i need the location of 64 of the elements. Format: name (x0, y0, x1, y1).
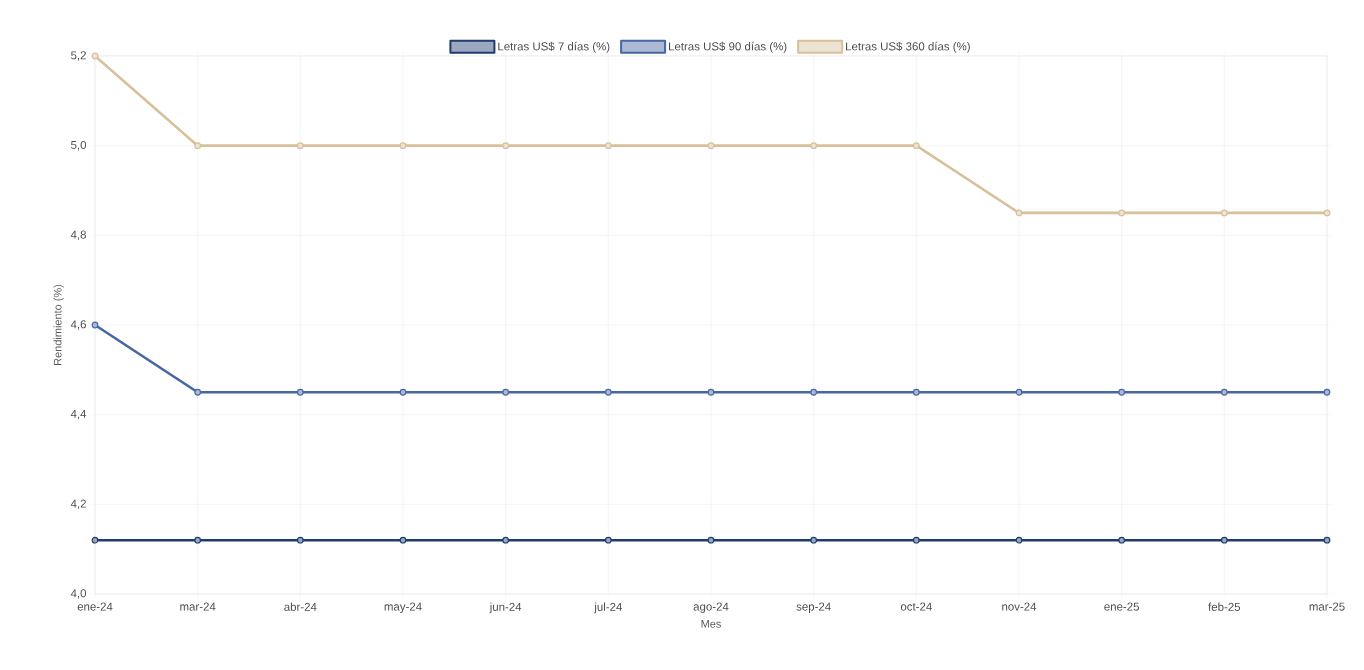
y-tick-label: 5,0 (71, 140, 87, 151)
point (1323, 388, 1331, 396)
point (194, 536, 202, 544)
point (502, 142, 510, 150)
legend-label: Letras US$ 7 días (%) (498, 41, 610, 53)
point (1015, 209, 1023, 217)
y-axis-title: Rendimiento (%) (53, 284, 64, 365)
point (1015, 536, 1023, 544)
point (1220, 536, 1228, 544)
x-tick-label: jun-24 (489, 602, 522, 614)
x-tick-label: oct-24 (900, 602, 932, 611)
point (1323, 209, 1331, 217)
x-tick-label: ene-25 (1104, 602, 1140, 611)
point (1220, 209, 1228, 217)
x-tick-label: mar-24 (180, 602, 216, 611)
y-tick-label: 4,4 (70, 410, 87, 420)
point (91, 536, 99, 544)
point (604, 142, 612, 150)
y-tick-label: 4,8 (70, 230, 86, 241)
y-tick-label: 4,6 (70, 320, 86, 330)
point (91, 52, 99, 60)
point (707, 142, 715, 150)
point (1118, 209, 1126, 217)
point (1015, 388, 1023, 396)
point (810, 388, 818, 396)
point (399, 536, 407, 544)
x-tick-label: ene-24 (77, 602, 113, 611)
x-tick-label: abr-24 (284, 602, 317, 611)
point (194, 142, 202, 150)
legend-label: Letras US$ 90 días (%) (669, 41, 787, 53)
y-tick-label: 5,2 (71, 51, 86, 61)
x-tick-label: jul-24 (594, 602, 622, 614)
y-tick-label: 4,0 (70, 589, 87, 599)
x-tick-label: feb-25 (1208, 602, 1241, 611)
point (502, 536, 510, 544)
y-tick-label: 4,2 (70, 499, 86, 510)
point (810, 142, 818, 150)
point (604, 388, 612, 396)
point (296, 536, 304, 544)
point (91, 321, 99, 329)
point (296, 388, 304, 396)
point (1118, 388, 1126, 396)
point (707, 536, 715, 544)
legend-label: Letras US$ 360 días (%) (846, 41, 970, 53)
point (399, 142, 407, 150)
point (1323, 536, 1331, 544)
point (296, 142, 304, 150)
point (1118, 536, 1126, 544)
x-tick-label: may-24 (384, 602, 422, 613)
point (810, 536, 818, 544)
point (194, 388, 202, 396)
point (502, 388, 510, 396)
x-tick-label: mar-25 (1309, 602, 1345, 611)
point (912, 388, 920, 396)
point (707, 388, 715, 396)
point (1220, 388, 1228, 396)
point (912, 536, 920, 544)
x-axis-title: Mes (701, 620, 721, 628)
x-tick-label: ago-24 (693, 602, 729, 613)
point (912, 142, 920, 150)
point (604, 536, 612, 544)
x-tick-label: nov-24 (1002, 602, 1037, 611)
point (399, 388, 407, 396)
x-tick-label: sep-24 (796, 602, 831, 613)
